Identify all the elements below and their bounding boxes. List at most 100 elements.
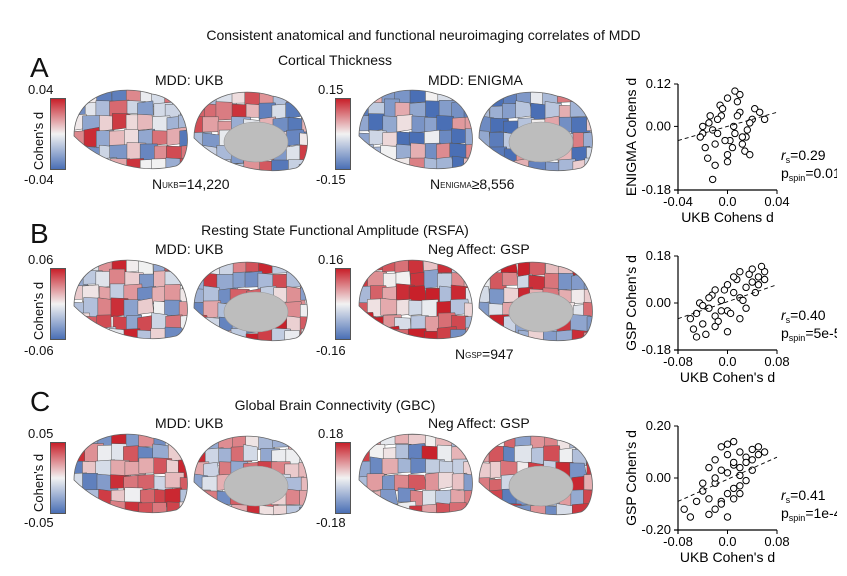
panel-b-cb2-min: -0.16 xyxy=(316,343,346,358)
data-point xyxy=(743,126,752,134)
x-tick-label: -0.08 xyxy=(663,354,693,369)
parcel xyxy=(572,262,593,276)
medial-view xyxy=(194,92,308,171)
panel-a-cb2-max: 0.15 xyxy=(318,82,344,97)
parcel xyxy=(300,92,308,106)
parcel xyxy=(421,503,439,513)
parcel xyxy=(299,489,308,510)
lateral-view xyxy=(74,260,188,339)
parcel xyxy=(486,503,506,515)
parcel xyxy=(397,501,418,513)
data-point xyxy=(748,265,756,273)
data-point xyxy=(741,147,749,155)
parcel xyxy=(300,476,308,494)
parcel xyxy=(380,144,399,166)
y-axis-label: GSP Cohen's d xyxy=(623,430,639,526)
parcel xyxy=(465,316,473,334)
data-point xyxy=(696,133,704,141)
parcel xyxy=(285,101,303,120)
parcel xyxy=(464,490,473,508)
y-tick-label: 0.18 xyxy=(646,248,671,263)
brain-outline xyxy=(478,261,593,341)
trend-line xyxy=(677,111,778,141)
medial-wall xyxy=(223,465,289,507)
parcel xyxy=(583,436,593,447)
y-tick-label: -0.20 xyxy=(641,522,671,537)
parcel xyxy=(299,316,308,336)
panel-c-cb-label: Cohen's d xyxy=(31,453,46,512)
x-tick-label: 0.04 xyxy=(764,194,789,209)
parcel xyxy=(466,260,473,277)
panel-a-cb1-min: -0.04 xyxy=(24,172,54,187)
data-point xyxy=(692,333,701,341)
panel-letter-b: B xyxy=(30,218,49,249)
x-tick-label: 0.0 xyxy=(718,354,736,369)
data-point xyxy=(754,281,763,289)
parcel xyxy=(359,132,370,151)
data-point xyxy=(711,474,719,482)
x-tick-label: 0.08 xyxy=(764,534,789,549)
data-point xyxy=(736,489,744,498)
data-point xyxy=(751,288,760,297)
data-point xyxy=(729,273,738,281)
parcel xyxy=(586,262,593,277)
data-point xyxy=(699,479,707,487)
panel-b-left-brain-map xyxy=(73,259,308,341)
brain-outline xyxy=(358,259,473,339)
parcel xyxy=(436,156,455,169)
parcel xyxy=(464,90,473,105)
data-point xyxy=(711,286,719,294)
data-point xyxy=(728,143,737,152)
parcel xyxy=(359,504,378,513)
data-point xyxy=(692,497,701,506)
panel-b-cb1-max: 0.06 xyxy=(28,252,54,267)
parcel xyxy=(194,159,210,171)
brain-outline xyxy=(478,91,593,171)
data-point xyxy=(723,489,732,498)
lateral-view xyxy=(74,434,188,513)
data-point xyxy=(705,495,713,503)
panel-c-title: Global Brain Connectivity (GBC) xyxy=(234,397,436,413)
figure-title: Consistent anatomical and functional neu… xyxy=(206,27,641,43)
data-point xyxy=(731,129,739,138)
data-point xyxy=(729,484,738,493)
medial-view xyxy=(479,262,593,341)
parcel xyxy=(83,159,99,169)
lateral-view xyxy=(359,260,473,339)
parcel xyxy=(194,505,206,515)
parcel xyxy=(382,505,400,513)
data-point xyxy=(733,112,742,120)
parcel xyxy=(201,145,220,163)
data-point xyxy=(742,283,750,292)
parcel xyxy=(450,329,468,339)
data-point xyxy=(711,456,719,464)
lateral-view xyxy=(74,90,188,169)
data-point xyxy=(718,105,727,113)
parcel xyxy=(479,502,493,515)
data-point xyxy=(717,500,726,508)
data-point xyxy=(754,443,763,451)
x-axis-label: UKB Cohen's d xyxy=(680,549,775,565)
panel-a-right-brain-map xyxy=(358,89,593,171)
parcel xyxy=(359,159,373,169)
data-point xyxy=(705,304,713,312)
medial-view xyxy=(479,436,593,515)
data-point xyxy=(729,288,738,297)
data-point xyxy=(686,314,695,323)
parcel xyxy=(216,503,235,515)
parcel xyxy=(464,302,473,318)
panel-a-cb1-max: 0.04 xyxy=(28,82,54,97)
parcel xyxy=(479,301,491,319)
panel-c-colorbar-left xyxy=(50,442,66,514)
parcel xyxy=(514,505,532,515)
parcel xyxy=(558,158,577,171)
data-point xyxy=(754,273,763,281)
parcel xyxy=(202,116,220,133)
parcel xyxy=(259,505,276,515)
data-point xyxy=(686,513,695,521)
parcel xyxy=(368,113,385,133)
data-point xyxy=(739,296,747,305)
parcel xyxy=(465,327,473,339)
